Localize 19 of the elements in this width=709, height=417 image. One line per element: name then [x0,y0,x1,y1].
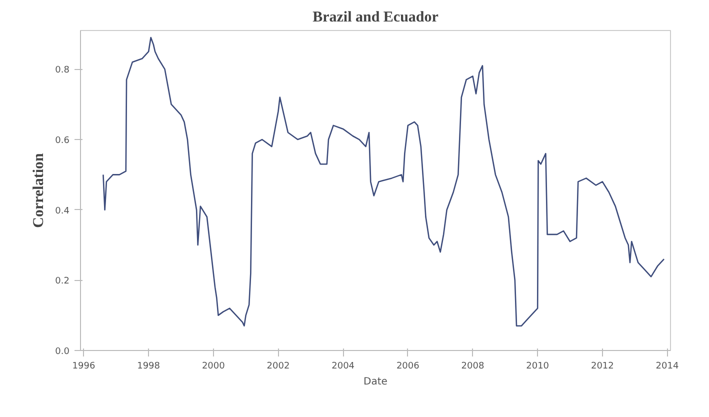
y-axis-title: Correlation [31,152,48,228]
y-tick-label: 0.6 [55,136,70,146]
x-tick-label: 1998 [137,362,160,372]
x-tick-label: 2008 [461,362,484,372]
x-tick-label: 1996 [72,362,96,372]
y-tick-label: 0.4 [55,206,70,216]
y-tick-label: 0.0 [55,347,70,357]
chart-title: Brazil and Ecuador [312,10,439,26]
y-tick-label: 0.8 [55,66,70,76]
x-tick-label: 2000 [202,362,226,372]
x-tick-label: 2004 [332,362,355,372]
x-tick-label: 2006 [396,362,420,372]
x-axis-title: Date [364,376,388,388]
x-tick-label: 2002 [266,362,290,372]
y-tick-label: 0.2 [55,276,70,287]
x-tick-label: 2010 [526,362,550,372]
x-tick-label: 2012 [590,362,614,372]
line-series [102,36,665,327]
x-tick-label: 2014 [656,362,679,372]
